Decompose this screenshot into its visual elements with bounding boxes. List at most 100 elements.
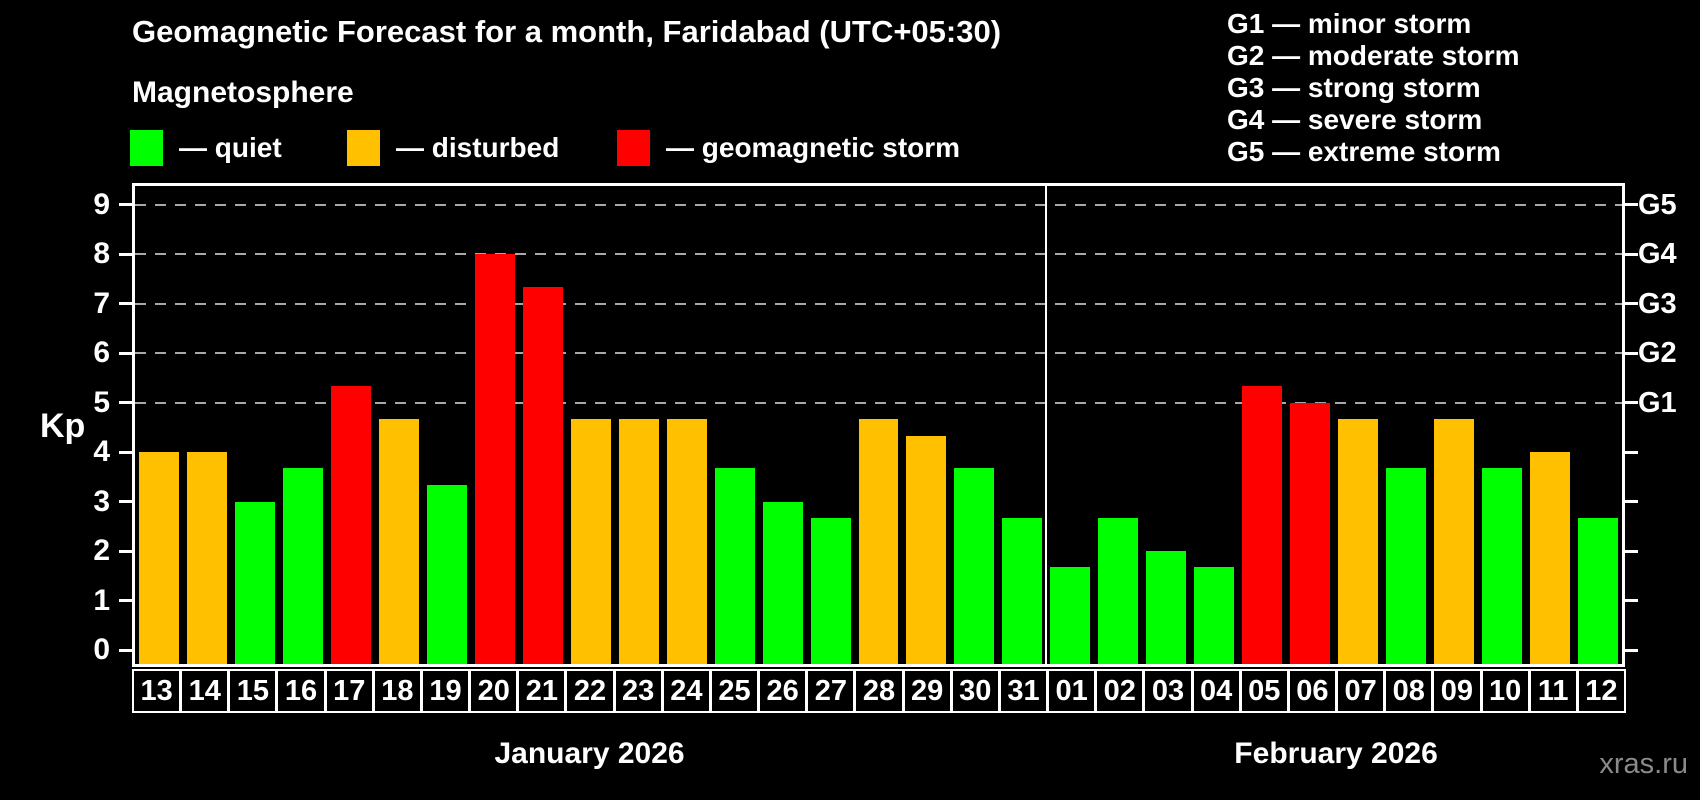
y-axis-tick-right	[1625, 401, 1638, 404]
legend-label-storm: — geomagnetic storm	[666, 132, 961, 163]
gridline-kp6	[135, 352, 1622, 354]
day-label-cell: 13	[132, 669, 182, 713]
g-legend-line: G5 — extreme storm	[1227, 136, 1501, 167]
g-level-label-g2: G2	[1638, 337, 1677, 369]
y-axis-tick	[119, 549, 132, 553]
kp-bar-day-27	[810, 517, 851, 664]
day-label-cell: 24	[661, 669, 711, 713]
gridline-kp7	[135, 302, 1622, 305]
g-legend-line: G3 — strong storm	[1227, 72, 1481, 103]
kp-bar-day-06	[1290, 402, 1331, 664]
day-label-cell: 16	[276, 669, 326, 713]
day-label-cell: 31	[998, 669, 1049, 713]
kp-bar-day-22	[570, 418, 611, 664]
g-legend-line: G4 — severe storm	[1227, 104, 1483, 135]
y-axis-label: Kp	[40, 407, 86, 445]
y-axis-tick-right	[1625, 252, 1638, 256]
y-axis-tick	[119, 252, 132, 256]
y-axis-tick-right	[1625, 500, 1638, 503]
g-legend-line: G2 — moderate storm	[1227, 40, 1520, 71]
day-label-cell: 02	[1095, 669, 1145, 713]
y-tick-label: 1	[93, 583, 110, 617]
y-axis-tick	[119, 351, 132, 355]
y-axis-tick	[119, 648, 132, 652]
day-label-cell: 01	[1047, 669, 1097, 713]
kp-bar-day-01	[1050, 567, 1091, 664]
y-tick-label: 5	[93, 385, 110, 419]
kp-bar-day-21	[522, 287, 563, 664]
y-axis-tick-right	[1625, 648, 1638, 652]
kp-bar-day-20	[474, 254, 515, 664]
day-label-cell: 07	[1336, 669, 1386, 713]
y-axis-tick	[119, 450, 132, 454]
y-axis-tick-right	[1625, 450, 1638, 454]
y-axis-tick-right	[1625, 351, 1638, 355]
day-label-cell: 14	[180, 669, 230, 713]
kp-bar-day-11	[1530, 452, 1571, 664]
y-axis-tick-right	[1625, 599, 1638, 602]
kp-bar-day-23	[618, 418, 659, 664]
day-label-cell: 29	[902, 669, 952, 713]
day-label-cell: 08	[1384, 669, 1434, 713]
kp-bar-day-16	[282, 468, 323, 664]
g-level-label-g4: G4	[1638, 238, 1677, 270]
kp-bar-day-09	[1434, 418, 1475, 664]
y-tick-label: 9	[93, 187, 110, 221]
day-label-cell: 18	[372, 669, 422, 713]
day-label-cell: 27	[806, 669, 856, 713]
day-label-cell: 04	[1191, 669, 1241, 713]
legend-item-quiet: — quiet	[130, 128, 282, 168]
kp-bar-day-31	[1002, 517, 1043, 664]
y-tick-label: 8	[93, 237, 110, 270]
legend-item-storm: — geomagnetic storm	[617, 128, 960, 168]
quiet-color-swatch	[130, 130, 163, 166]
kp-bar-day-14	[186, 452, 227, 664]
kp-bar-day-08	[1386, 468, 1427, 664]
kp-bar-day-10	[1482, 468, 1523, 664]
y-axis-tick	[119, 599, 132, 602]
y-axis-tick	[119, 500, 132, 503]
month-label-january: January 2026	[494, 737, 685, 770]
x-axis-day-labels: 13 14 15 16 17 18 19 20 21 22 23 24 25 26 27 28 29 30 31 01…	[132, 669, 1626, 713]
plot-area: G1 G2 G3 G4 G5 0 1 2 3 4 5 6 7 8 9	[93, 183, 1677, 667]
y-tick-label: 7	[93, 286, 110, 320]
g-level-label-g3: G3	[1638, 287, 1677, 320]
kp-bar-day-05	[1242, 386, 1283, 664]
kp-bar-day-18	[378, 418, 419, 664]
kp-bar-day-19	[426, 485, 467, 664]
y-tick-label: 4	[93, 435, 110, 468]
kp-bar-day-26	[762, 501, 803, 664]
legend-label-disturbed: — disturbed	[396, 132, 560, 163]
y-axis-tick-right	[1625, 549, 1638, 553]
kp-bar-day-02	[1098, 517, 1139, 664]
day-label-cell: 19	[420, 669, 471, 713]
kp-bar-day-25	[714, 468, 755, 664]
day-label-cell: 12	[1576, 669, 1626, 713]
page-title: Geomagnetic Forecast for a month, Farida…	[132, 14, 1002, 49]
legend-item-disturbed: — disturbed	[347, 128, 559, 168]
gridline-kp5	[135, 401, 1622, 404]
y-axis-tick-right	[1625, 203, 1638, 206]
storm-color-swatch	[617, 130, 650, 166]
day-label-cell: 28	[854, 669, 904, 713]
legend-label-quiet: — quiet	[179, 132, 282, 163]
y-axis-tick	[119, 203, 132, 206]
kp-bar-day-17	[330, 386, 371, 664]
day-label-cell: 17	[324, 669, 374, 713]
g-legend-line: G1 — minor storm	[1227, 8, 1472, 39]
kp-bar-day-03	[1146, 551, 1187, 664]
day-label-cell: 03	[1143, 669, 1193, 713]
gridline-kp8	[135, 253, 1622, 255]
y-tick-label: 0	[93, 633, 110, 666]
month-divider	[1045, 186, 1048, 664]
kp-bar-day-24	[666, 418, 707, 664]
day-label-cell: 25	[709, 669, 760, 713]
kp-bar-day-15	[234, 501, 275, 664]
y-tick-label: 6	[93, 336, 110, 369]
disturbed-color-swatch	[347, 130, 380, 166]
month-label-february: February 2026	[1234, 737, 1438, 770]
kp-bar-day-12	[1578, 517, 1618, 664]
day-label-cell: 20	[469, 669, 519, 713]
day-label-cell: 10	[1480, 669, 1530, 713]
